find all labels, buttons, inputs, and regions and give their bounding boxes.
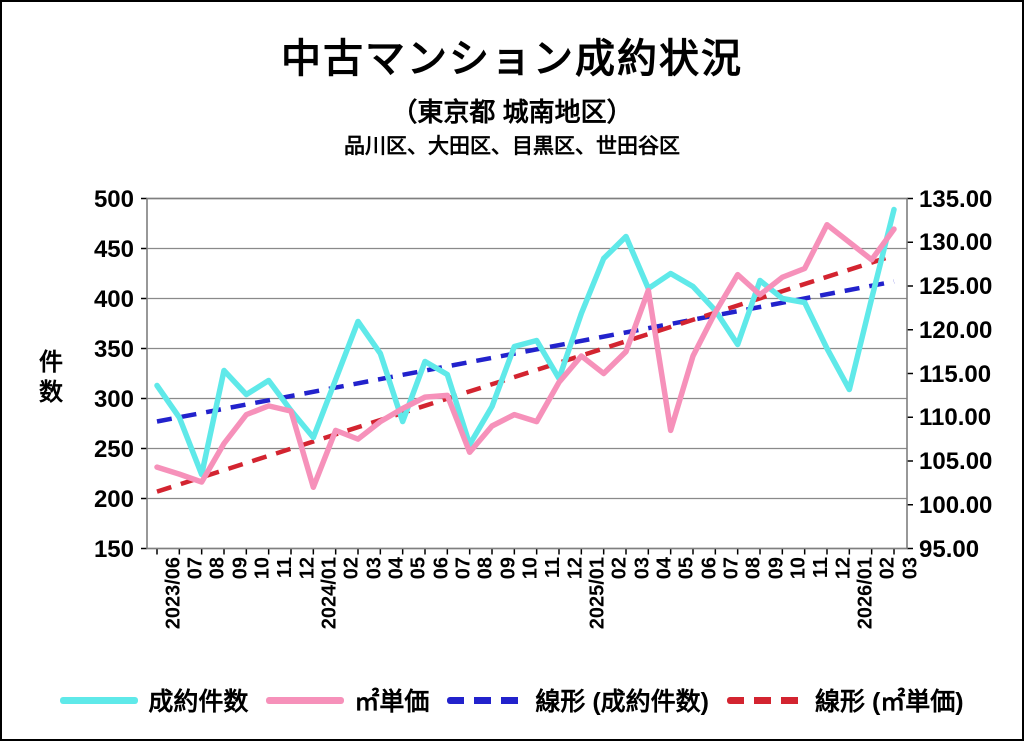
y-left-label: 500	[93, 185, 134, 213]
x-axis-label: 09	[229, 556, 251, 579]
x-axis-label: 03	[363, 556, 385, 579]
x-axis-label: 02	[876, 556, 899, 579]
x-axis-label: 06	[698, 556, 720, 579]
x-axis-label: 04	[385, 556, 408, 579]
y-right-label: 130.00	[919, 229, 993, 257]
legend-swatch-contract-count-line-icon	[60, 696, 139, 704]
x-axis-label: 05	[407, 556, 430, 579]
x-axis-label: 03	[631, 556, 653, 579]
x-axis-label: 10	[251, 556, 274, 579]
y-right-label: 105.00	[919, 448, 993, 475]
series-trend-unit-price	[156, 253, 895, 494]
x-axis-label: 02	[608, 556, 631, 579]
x-axis-label: 05	[675, 556, 698, 579]
chart-subsubtitle: 品川区、大田区、目黒区、世田谷区	[344, 135, 680, 158]
y-left-label: 150	[93, 535, 134, 563]
legend-item-unit-price: ㎡単価	[266, 682, 429, 718]
x-axis-label: 2025/01	[586, 556, 609, 629]
legend-label: 成約件数	[148, 688, 249, 716]
x-axis-label: 07	[720, 556, 743, 579]
y-right-label: 115.00	[919, 360, 992, 388]
y-right-label: 95.00	[919, 535, 980, 563]
x-axis-label: 07	[184, 556, 207, 579]
x-axis-label: 03	[899, 556, 921, 579]
series-trend-contract-count	[156, 279, 895, 424]
legend-item-contract-count: 成約件数	[60, 682, 248, 718]
series-unit-price	[154, 222, 897, 490]
chart-title: 中古マンション成約状況	[281, 37, 743, 81]
x-axis-label: 12	[832, 556, 854, 579]
legend-swatch-trend-contract-count-dashed-line-icon	[447, 696, 526, 704]
x-axis-label: 12	[296, 556, 318, 579]
series-contract-count	[154, 206, 897, 478]
y-right-label: 125.00	[919, 273, 993, 300]
legend-label: 線形 (㎡単価)	[815, 688, 964, 716]
legend-swatch-unit-price-line-icon	[266, 696, 345, 704]
y-left-label: 200	[93, 485, 134, 513]
x-axis-label: 08	[742, 556, 765, 579]
y-left-label: 350	[93, 335, 134, 363]
x-axis-label: 11	[809, 556, 832, 578]
x-axis-label: 08	[206, 556, 229, 579]
x-axis-label: 06	[430, 556, 452, 579]
y-left-label: 250	[93, 435, 134, 463]
y-right-label: 100.00	[919, 491, 993, 519]
legend-swatch-trend-unit-price-dashed-line-icon	[727, 696, 806, 704]
x-axis-label: 07	[452, 556, 475, 579]
y-right-label: 110.00	[919, 404, 992, 432]
x-axis-label: 11	[541, 556, 564, 578]
left-axis-title: 件数	[39, 349, 63, 406]
y-right-label: 135.00	[919, 185, 993, 213]
y-right-label: 120.00	[919, 316, 993, 344]
y-left-label: 300	[93, 385, 134, 413]
x-axis-label: 04	[653, 556, 676, 579]
x-axis-label: 10	[787, 556, 810, 579]
legend-label: 線形 (成約件数)	[535, 688, 710, 716]
x-axis-label: 09	[497, 556, 519, 579]
legend-label: ㎡単価	[354, 688, 430, 716]
x-axis-label: 2024/01	[318, 556, 341, 629]
x-axis-label: 2023/06	[162, 556, 184, 629]
chart-subtitle: （東京都 城南地区）	[391, 97, 633, 127]
legend: 成約件数 ㎡単価 線形 (成約件数) 線形 (㎡単価)	[2, 682, 1022, 718]
plot-border	[146, 197, 908, 550]
y-left-label: 450	[93, 235, 134, 263]
x-axis-label: 09	[765, 556, 787, 579]
x-axis-label: 02	[340, 556, 363, 579]
legend-item-trend-unit-price: 線形 (㎡単価)	[727, 682, 964, 718]
y-left-label: 400	[93, 285, 134, 313]
legend-item-trend-contract-count: 線形 (成約件数)	[447, 682, 709, 718]
x-axis-label: 11	[273, 556, 296, 578]
x-axis-label: 2026/01	[854, 556, 877, 629]
x-axis-label: 12	[564, 556, 586, 579]
x-axis-label: 10	[519, 556, 542, 579]
x-axis-label: 08	[474, 556, 497, 579]
